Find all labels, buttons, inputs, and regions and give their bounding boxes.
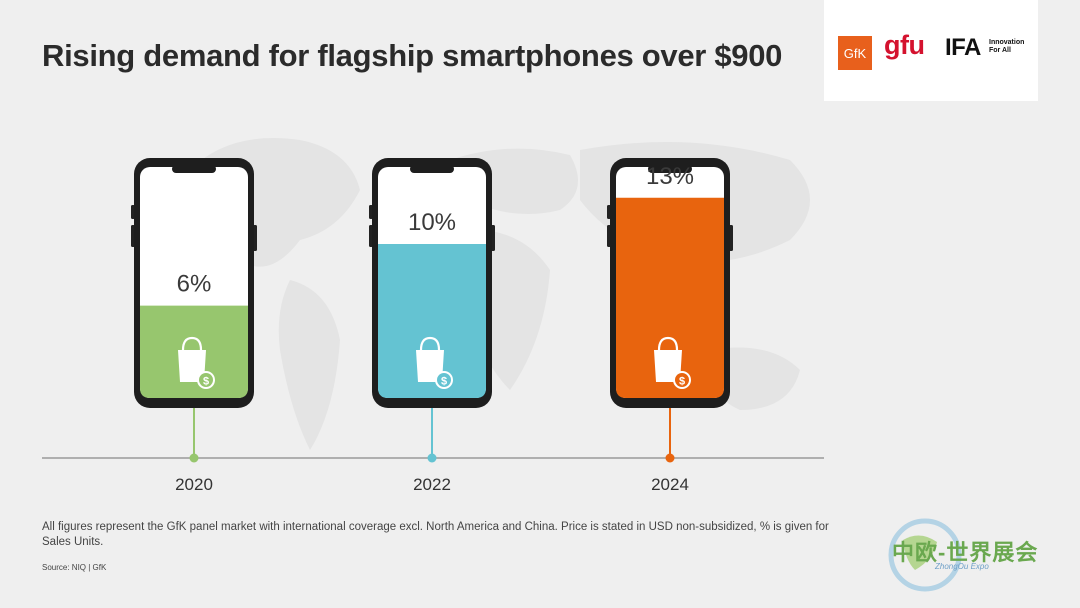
timeline-dot [427,453,437,463]
data-label: 13% [646,163,694,190]
watermark-title: 中欧-世界展会 [892,540,1039,565]
ifa-logo: IFA [945,34,981,61]
source-note: Source: NIQ | GfK [42,563,107,572]
phone-notch [172,165,216,173]
shopping-bag-dollar-icon: $ [654,336,691,389]
category-label: 2024 [651,475,689,494]
bag-handle [181,336,203,351]
timeline-dot [189,453,199,463]
phone-bar: 13% $2024 [607,158,733,494]
bar-fill [616,197,724,398]
data-label: 6% [177,271,212,298]
bag-body [654,350,682,382]
footnote: All figures represent the GfK panel mark… [42,521,829,548]
bar-fill [378,244,486,398]
dollar-sign: $ [441,376,447,388]
dollar-sign: $ [679,376,685,388]
watermark-subtitle: ZhongOu Expo [935,562,989,571]
phone-notch [410,165,454,173]
category-label: 2022 [413,475,451,494]
gfk-logo: GfK [838,36,872,70]
expo-globe-watermark [888,518,962,592]
page-title: Rising demand for flagship smartphones o… [42,38,783,73]
gfu-logo: gfu [884,30,925,60]
shopping-bag-dollar-icon: $ [178,336,215,389]
ifa-tagline: Innovation For All [989,39,1025,54]
dollar-badge-inner [199,373,213,387]
timeline-dot [665,453,675,463]
phone-notch [648,165,692,173]
bag-handle [419,336,441,351]
category-label: 2020 [175,475,213,494]
dollar-badge-inner [675,373,689,387]
bag-body [416,350,444,382]
bag-body [178,350,206,382]
phone-bar: 10% $2022 [369,158,495,494]
phone-bar: 6% $2020 [131,158,257,494]
bag-handle [657,336,679,351]
shopping-bag-dollar-icon: $ [416,336,453,389]
logo-panel: GfK gfu IFA Innovation For All [824,0,1038,101]
dollar-sign: $ [203,376,209,388]
dollar-badge-inner [437,373,451,387]
data-label: 10% [408,209,456,236]
